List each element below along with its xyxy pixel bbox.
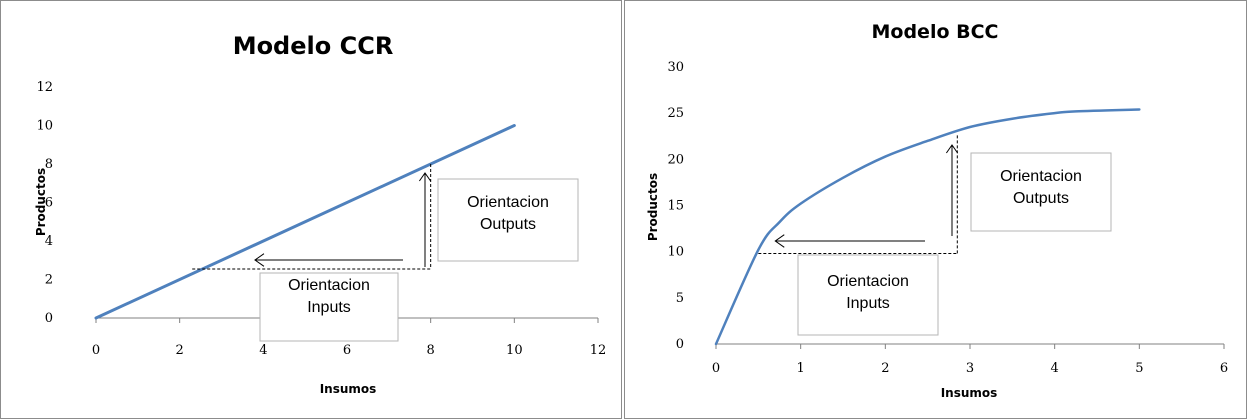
x-tick-label: 10	[506, 343, 523, 358]
annotation-label: Outputs	[1013, 190, 1069, 207]
annotation-label: Inputs	[307, 299, 351, 316]
y-tick-label: 30	[667, 60, 684, 75]
output-orientation-box	[437, 178, 579, 262]
x-tick-label: 4	[259, 343, 267, 358]
x-tick-label: 8	[427, 343, 435, 358]
annotation-label: Orientacion	[827, 273, 909, 290]
x-tick-label: 1	[797, 361, 805, 376]
annotation-label: Inputs	[846, 295, 890, 312]
y-tick-label: 6	[45, 196, 53, 211]
series-line	[94, 124, 516, 320]
annotation-label: Outputs	[480, 216, 536, 233]
annotation-label: Orientacion	[288, 277, 370, 294]
y-axis-title: Productos	[646, 173, 660, 241]
y-tick-label: 12	[36, 80, 53, 95]
series-line	[714, 108, 1141, 346]
x-axis-title: Insumos	[941, 386, 998, 400]
x-tick-label: 12	[590, 343, 607, 358]
output-orientation-box	[970, 152, 1112, 232]
y-tick-label: 15	[667, 199, 684, 214]
y-tick-label: 2	[45, 273, 53, 288]
x-tick-label: 4	[1051, 361, 1059, 376]
y-tick-label: 0	[45, 311, 53, 326]
input-orientation-box	[797, 254, 939, 336]
output-arrow-head	[945, 144, 959, 154]
x-tick-label: 0	[92, 343, 100, 358]
ccr-chart-svg: Modelo CCR 0 2 4 6 8 10 12 0 2 4 6 8 10 12 Insumos Produ…	[34, 32, 607, 396]
chart-title: Modelo BCC	[872, 21, 999, 43]
input-orientation-box	[259, 272, 399, 342]
y-tick-label: 10	[36, 119, 53, 134]
x-tick-label: 2	[881, 361, 889, 376]
x-tick-label: 3	[966, 361, 974, 376]
chart-title: Modelo CCR	[233, 32, 394, 60]
x-tick-label: 6	[1220, 361, 1228, 376]
chart-panel-bcc: Modelo BCC 0 1 2 3 4 5 6 0 5 10 15 20 25 30 Insumos Prod…	[624, 0, 1247, 419]
x-axis-title: Insumos	[320, 382, 377, 396]
input-arrow-head	[254, 253, 265, 267]
y-tick-label: 5	[676, 291, 684, 306]
x-tick-label: 5	[1135, 361, 1143, 376]
y-tick-label: 25	[667, 106, 684, 121]
x-tick-label: 6	[343, 343, 351, 358]
x-tick-label: 2	[176, 343, 184, 358]
x-tick-label: 0	[712, 361, 720, 376]
annotation-label: Orientacion	[467, 194, 549, 211]
y-tick-label: 10	[667, 245, 684, 260]
y-tick-label: 0	[676, 337, 684, 352]
annotation-label: Orientacion	[1000, 168, 1082, 185]
input-arrow-head	[774, 234, 785, 248]
y-tick-label: 4	[45, 234, 53, 249]
bcc-chart-svg: Modelo BCC 0 1 2 3 4 5 6 0 5 10 15 20 25 30 Insumos Prod…	[646, 21, 1228, 400]
y-tick-label: 20	[667, 152, 684, 167]
chart-panel-ccr: Modelo CCR 0 2 4 6 8 10 12 0 2 4 6 8 10 12 Insumos Produ…	[0, 0, 622, 419]
y-axis-title: Productos	[34, 168, 48, 236]
y-tick-label: 8	[45, 157, 53, 172]
output-arrow-head	[418, 172, 432, 182]
